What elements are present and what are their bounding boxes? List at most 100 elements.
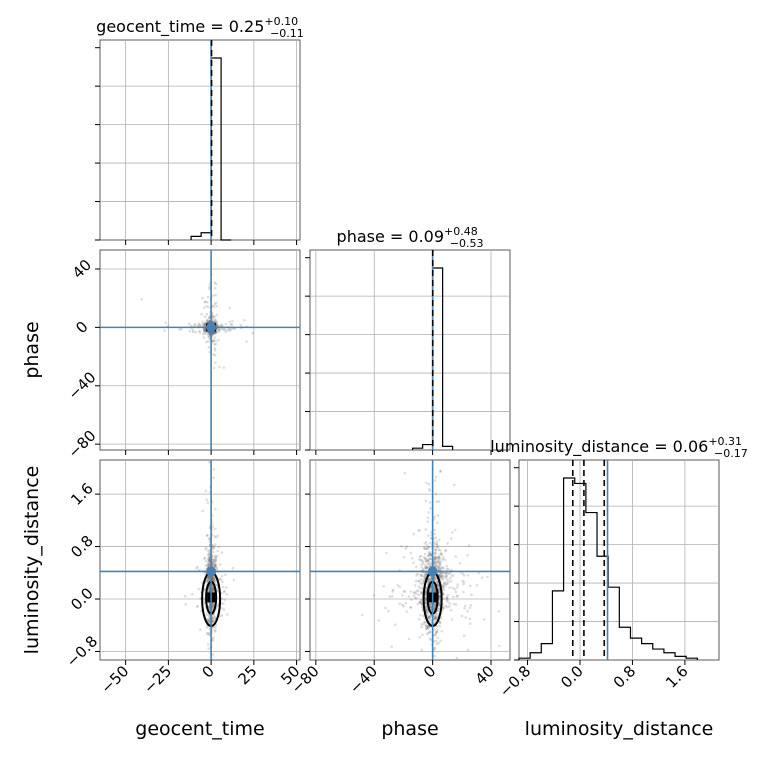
sample-point — [212, 305, 216, 308]
sample-point — [435, 612, 438, 615]
sample-point — [421, 633, 424, 636]
sample-point — [423, 621, 427, 624]
sample-point — [231, 319, 234, 323]
sample-point — [429, 584, 433, 588]
sample-point — [425, 632, 429, 636]
sample-point — [426, 534, 430, 537]
sample-point — [214, 564, 217, 567]
sample-point — [433, 589, 437, 592]
sample-point — [448, 602, 452, 605]
sample-point — [434, 614, 437, 618]
title-value: geocent_time = 0.25 — [96, 17, 264, 37]
title-value: luminosity_distance = 0.06 — [490, 437, 708, 457]
sample-point — [216, 587, 219, 590]
sample-point — [201, 322, 205, 326]
sample-point — [442, 555, 445, 559]
sample-point — [438, 603, 441, 607]
sample-point — [426, 627, 429, 630]
sample-point — [211, 589, 215, 592]
sample-point — [418, 529, 422, 532]
sample-point — [442, 566, 445, 570]
sample-point — [189, 324, 193, 328]
sample-point — [434, 557, 437, 561]
sample-point — [203, 572, 207, 575]
sample-point — [420, 559, 424, 562]
sample-point — [213, 346, 217, 350]
sample-point — [213, 616, 216, 620]
sample-point — [449, 537, 453, 540]
sample-point — [466, 553, 469, 557]
sample-point — [211, 332, 214, 336]
sample-point — [440, 552, 444, 556]
x-axis-label-luminosity_distance: luminosity_distance — [525, 718, 714, 740]
sample-point — [213, 281, 217, 284]
sample-point — [403, 590, 407, 593]
sample-point — [203, 588, 206, 592]
sample-point — [207, 631, 210, 635]
sample-point — [225, 592, 229, 596]
sample-point — [424, 567, 428, 570]
sample-point — [216, 534, 220, 538]
sample-point — [426, 554, 430, 558]
sample-point — [435, 556, 439, 559]
sample-point — [409, 606, 412, 609]
sample-point — [423, 573, 427, 576]
sample-point — [203, 329, 207, 333]
sample-point — [221, 580, 224, 584]
sample-point — [213, 331, 216, 335]
sample-point — [497, 610, 501, 613]
sample-point — [213, 353, 217, 357]
sample-point — [468, 584, 472, 588]
sample-point — [424, 574, 428, 577]
sample-point — [439, 551, 443, 555]
sample-point — [433, 590, 437, 593]
sample-point — [418, 635, 422, 639]
y-tick-label: −40 — [64, 368, 99, 403]
sample-point — [434, 616, 438, 619]
sample-point — [444, 604, 448, 607]
sample-point — [202, 306, 206, 310]
sample-point — [424, 596, 427, 600]
sample-point — [226, 328, 229, 332]
sample-point — [426, 547, 430, 550]
truth-marker — [206, 322, 217, 333]
sample-point — [425, 566, 429, 569]
sample-point — [446, 600, 450, 603]
sample-point — [427, 562, 431, 566]
sample-point — [415, 589, 419, 592]
sample-point — [208, 560, 211, 563]
sample-point — [178, 328, 181, 331]
sample-point — [423, 542, 427, 545]
sample-point — [419, 573, 423, 576]
sample-point — [402, 604, 405, 608]
sample-point — [428, 577, 432, 580]
sample-point — [211, 546, 214, 550]
sample-point — [455, 656, 459, 660]
sample-point — [436, 559, 439, 563]
sample-point — [433, 618, 437, 621]
sample-point — [429, 553, 433, 557]
sample-point — [440, 575, 444, 578]
sample-point — [207, 620, 210, 623]
sample-point — [396, 584, 399, 587]
sample-point — [208, 604, 211, 608]
sample-point — [413, 584, 417, 587]
sample-point — [212, 636, 215, 639]
sample-point — [231, 566, 235, 570]
sample-point — [444, 548, 448, 552]
sample-point — [470, 593, 473, 596]
sample-point — [215, 566, 219, 570]
sample-point — [454, 603, 458, 606]
sample-point — [211, 525, 215, 528]
sample-point — [434, 492, 438, 496]
truth-marker — [427, 566, 438, 577]
sample-point — [213, 315, 216, 318]
sample-point — [403, 471, 407, 475]
sample-point — [213, 565, 216, 568]
sample-point — [434, 617, 437, 620]
sample-point — [418, 586, 422, 590]
sample-point — [163, 329, 166, 332]
sample-point — [207, 620, 211, 624]
y-tick-label: 0.0 — [67, 584, 97, 614]
sample-point — [464, 604, 467, 608]
